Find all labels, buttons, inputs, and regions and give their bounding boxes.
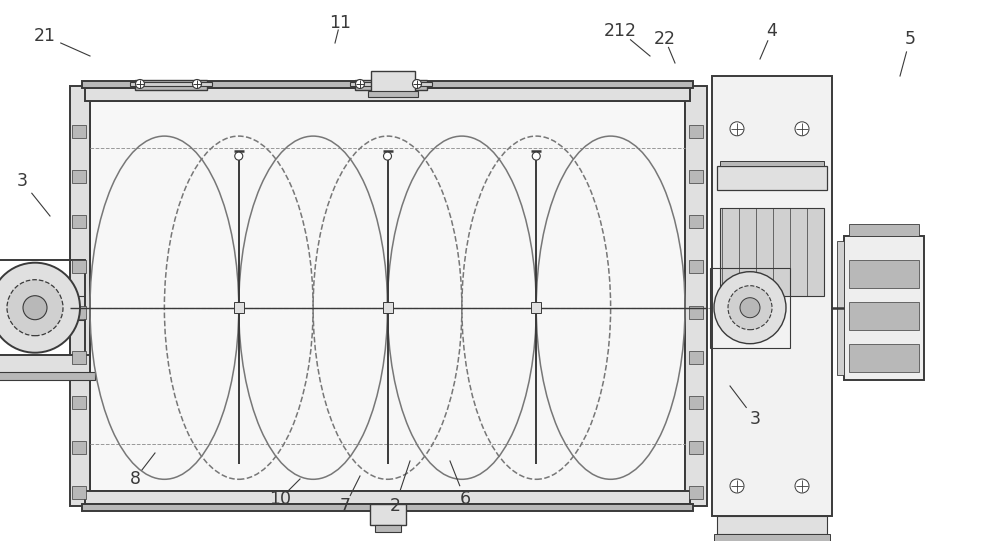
Bar xyxy=(849,344,919,372)
Bar xyxy=(849,223,919,236)
Bar xyxy=(72,486,86,499)
Bar xyxy=(844,236,924,380)
Bar xyxy=(689,215,703,228)
Bar xyxy=(717,167,827,190)
Circle shape xyxy=(355,80,364,89)
Bar xyxy=(355,80,427,90)
Bar xyxy=(710,268,790,348)
Circle shape xyxy=(384,152,392,160)
Text: 212: 212 xyxy=(604,22,637,40)
Bar xyxy=(689,260,703,273)
Circle shape xyxy=(795,122,809,136)
Circle shape xyxy=(413,80,422,89)
Bar xyxy=(714,534,830,541)
Bar xyxy=(712,76,832,516)
Circle shape xyxy=(532,152,540,160)
Circle shape xyxy=(730,479,744,493)
Bar xyxy=(72,215,86,228)
Bar xyxy=(72,396,86,409)
Text: 3: 3 xyxy=(750,410,761,428)
Bar xyxy=(689,170,703,183)
Bar xyxy=(72,351,86,364)
Bar xyxy=(531,302,541,313)
Bar xyxy=(72,306,86,319)
Text: 8: 8 xyxy=(130,470,140,488)
Bar xyxy=(130,82,212,86)
Bar xyxy=(85,491,690,504)
Circle shape xyxy=(235,152,243,160)
Bar xyxy=(689,306,703,319)
Bar xyxy=(849,260,919,288)
Circle shape xyxy=(193,80,202,89)
Bar xyxy=(720,161,824,167)
Text: 3: 3 xyxy=(16,172,28,190)
Bar xyxy=(72,170,86,183)
Circle shape xyxy=(728,286,772,329)
Bar xyxy=(371,71,415,93)
Text: 10: 10 xyxy=(269,490,291,508)
Bar xyxy=(350,82,432,86)
Bar xyxy=(85,88,690,101)
Bar xyxy=(689,486,703,499)
Circle shape xyxy=(136,80,144,89)
Circle shape xyxy=(740,298,760,318)
Bar xyxy=(689,125,703,138)
Bar xyxy=(685,86,707,506)
Bar xyxy=(234,302,244,313)
Bar xyxy=(72,441,86,454)
Circle shape xyxy=(23,296,47,320)
Circle shape xyxy=(795,479,809,493)
Circle shape xyxy=(730,122,744,136)
Text: 21: 21 xyxy=(34,27,56,45)
Text: 22: 22 xyxy=(654,30,676,48)
Text: 7: 7 xyxy=(340,497,351,515)
Circle shape xyxy=(0,263,80,353)
Bar xyxy=(0,260,85,355)
Text: 5: 5 xyxy=(904,30,916,48)
Bar xyxy=(72,260,86,273)
Bar xyxy=(368,91,418,97)
Bar xyxy=(837,241,844,375)
Circle shape xyxy=(714,272,786,344)
Circle shape xyxy=(7,280,63,336)
Bar xyxy=(720,208,824,296)
Bar xyxy=(72,125,86,138)
Bar xyxy=(382,302,392,313)
Bar xyxy=(0,372,95,380)
Text: 2: 2 xyxy=(390,497,400,515)
Bar xyxy=(689,396,703,409)
Bar xyxy=(689,441,703,454)
Bar xyxy=(370,504,406,525)
Bar xyxy=(849,302,919,329)
Bar xyxy=(90,101,685,491)
Bar xyxy=(135,80,207,90)
Bar xyxy=(689,351,703,364)
Bar xyxy=(0,355,90,373)
Text: 6: 6 xyxy=(459,490,471,508)
Bar xyxy=(70,86,90,506)
Bar xyxy=(82,81,693,88)
Text: 11: 11 xyxy=(329,14,351,32)
Bar xyxy=(82,504,693,511)
Bar xyxy=(717,516,827,534)
Bar xyxy=(374,525,400,532)
Text: 4: 4 xyxy=(767,22,777,40)
